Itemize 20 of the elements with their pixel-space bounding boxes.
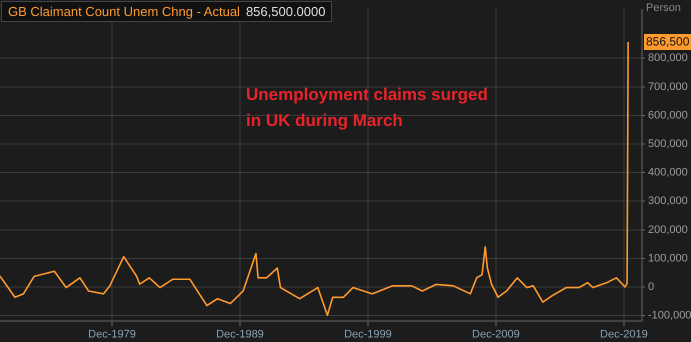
y-tick-label: 100,000 (648, 252, 688, 264)
x-tick-label: Dec-1979 (88, 328, 136, 341)
annotation: Unemployment claims surged in UK during March (246, 84, 489, 132)
chart-subtitle: 856,500.0000 (246, 4, 326, 19)
y-tick-label: 600,000 (648, 109, 688, 122)
y-tick-label: 800,000 (648, 52, 688, 64)
y-tick-label: 500,000 (648, 138, 688, 150)
y-tick-label: 400,000 (648, 166, 688, 179)
annotation: 856,500 (646, 34, 690, 48)
x-tick-label: Dec-1989 (216, 328, 264, 341)
y-tick-label: 300,000 (648, 195, 688, 208)
y-tick-label: 700,000 (648, 80, 688, 93)
y-tick-label: 200,000 (648, 224, 688, 236)
chart-title: GB Claimant Count Unem Chng - Actual (8, 4, 240, 19)
x-tick-label: Dec-2009 (472, 328, 520, 341)
x-tick-label: Dec-2019 (600, 328, 648, 341)
y-axis-title: Person (646, 2, 681, 14)
y-tick-label: 0 (648, 281, 654, 294)
y-tick-label: -100,000 (648, 310, 691, 322)
x-tick-label: Dec-1999 (344, 328, 392, 341)
